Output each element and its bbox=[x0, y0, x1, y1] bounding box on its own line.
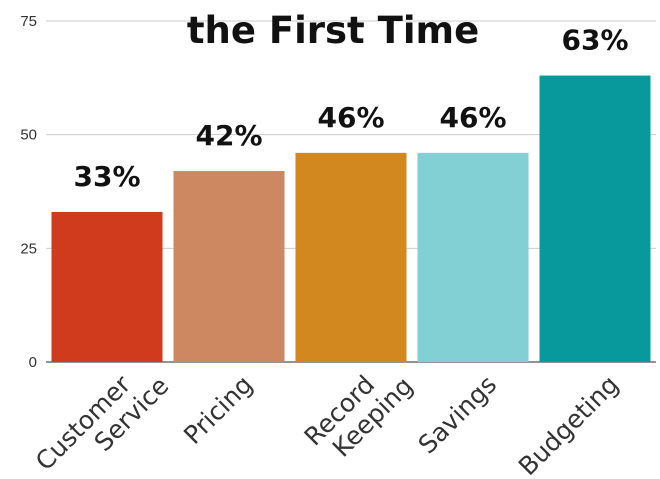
data-label: 46% bbox=[439, 101, 506, 134]
bar bbox=[295, 152, 407, 362]
data-labels: 33% 42% 46% 46% 63% bbox=[73, 24, 628, 193]
x-tick-label: Budgeting bbox=[513, 370, 624, 479]
y-axis-ticks: 0 25 50 75 bbox=[20, 13, 37, 371]
data-label: 33% bbox=[73, 160, 140, 193]
chart-title: the First Time bbox=[187, 9, 479, 52]
bars bbox=[51, 75, 651, 362]
y-tick-label: 50 bbox=[20, 127, 37, 144]
x-tick-label: Savings bbox=[413, 370, 503, 460]
x-tick-label: CustomerService bbox=[30, 351, 175, 479]
data-label: 46% bbox=[317, 101, 384, 134]
bar bbox=[51, 211, 163, 362]
x-tick-label: Pricing bbox=[178, 370, 258, 450]
bar bbox=[173, 171, 285, 362]
data-label: 42% bbox=[195, 119, 262, 152]
bar bbox=[539, 75, 651, 362]
x-axis-labels: CustomerService Pricing RecordKeepingSavin… bbox=[30, 351, 624, 479]
y-tick-label: 25 bbox=[20, 240, 37, 257]
data-label: 63% bbox=[561, 24, 628, 57]
x-tick-label: RecordKeeping bbox=[299, 351, 419, 471]
y-tick-label: 0 bbox=[29, 354, 37, 371]
y-tick-label: 75 bbox=[20, 13, 37, 30]
bar bbox=[417, 152, 529, 362]
